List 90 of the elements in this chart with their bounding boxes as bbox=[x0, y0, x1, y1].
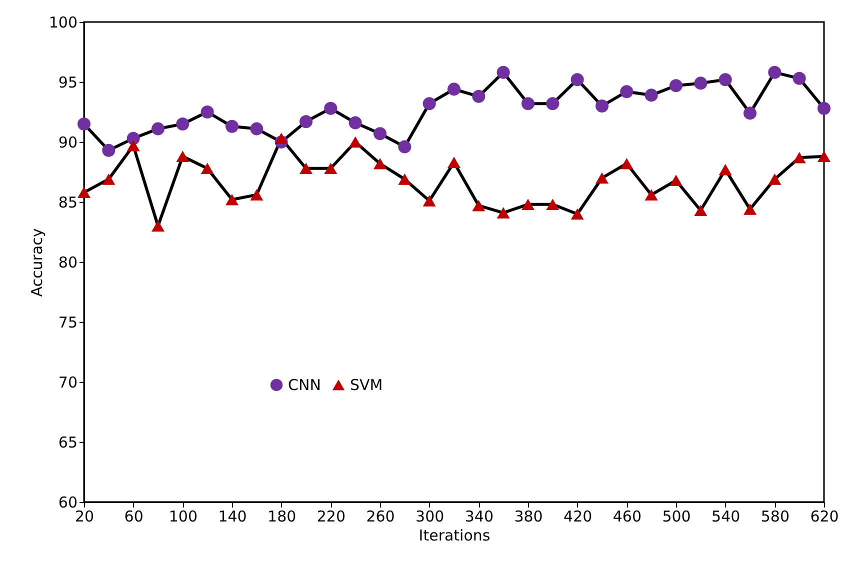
y-tick-label: 75 bbox=[58, 314, 78, 332]
point bbox=[620, 85, 634, 98]
point bbox=[694, 204, 708, 216]
x-tick-label: 180 bbox=[268, 508, 296, 526]
x-tick-label: 460 bbox=[612, 508, 642, 526]
x-axis-title: Iterations bbox=[418, 526, 490, 544]
point bbox=[792, 152, 806, 164]
x-tick-label: 500 bbox=[662, 508, 691, 526]
y-axis-title: Accuracy bbox=[28, 228, 46, 297]
point bbox=[151, 122, 165, 136]
point bbox=[225, 120, 239, 133]
y-tick-label: 95 bbox=[58, 74, 78, 92]
point bbox=[398, 174, 412, 185]
point bbox=[817, 150, 831, 162]
point bbox=[521, 198, 535, 210]
y-tick-label: 85 bbox=[58, 194, 78, 212]
point bbox=[743, 106, 757, 120]
point bbox=[644, 189, 658, 200]
point bbox=[718, 73, 732, 86]
x-tick-label: 380 bbox=[514, 508, 543, 526]
point bbox=[768, 174, 782, 185]
point bbox=[546, 97, 560, 110]
legend-label: SVM bbox=[350, 376, 383, 394]
point bbox=[176, 117, 190, 131]
y-tick-label: 80 bbox=[58, 254, 78, 272]
x-tick-label: 220 bbox=[316, 508, 346, 526]
point bbox=[77, 117, 91, 131]
point bbox=[521, 97, 535, 110]
point bbox=[250, 189, 264, 200]
point bbox=[743, 204, 757, 215]
y-tick-label: 60 bbox=[58, 494, 78, 512]
point bbox=[225, 194, 239, 206]
point bbox=[792, 72, 806, 85]
legend-label: CNN bbox=[288, 376, 321, 394]
x-tick-label: 20 bbox=[74, 508, 94, 526]
y-tick-label: 100 bbox=[48, 14, 78, 32]
x-tick-label: 100 bbox=[168, 508, 198, 526]
x-tick-label: 340 bbox=[464, 508, 494, 526]
point bbox=[77, 186, 91, 198]
point bbox=[373, 158, 387, 170]
point bbox=[496, 207, 510, 218]
point bbox=[422, 97, 436, 110]
point bbox=[299, 162, 313, 174]
point bbox=[472, 200, 486, 212]
point bbox=[250, 122, 264, 136]
point bbox=[472, 90, 486, 103]
point bbox=[644, 88, 658, 102]
point bbox=[422, 195, 436, 206]
point bbox=[447, 156, 461, 168]
y-tick-label: 70 bbox=[58, 374, 78, 392]
x-tick-label: 540 bbox=[712, 508, 740, 526]
y-tick-label: 65 bbox=[58, 434, 78, 452]
point bbox=[398, 140, 412, 154]
x-tick-label: 300 bbox=[416, 508, 444, 526]
y-tick-label: 90 bbox=[58, 134, 78, 152]
point bbox=[126, 140, 140, 152]
point bbox=[348, 116, 362, 130]
x-tick-label: 140 bbox=[218, 508, 247, 526]
x-tick-label: 420 bbox=[564, 508, 592, 526]
x-tick-label: 260 bbox=[366, 508, 395, 526]
point bbox=[102, 144, 116, 157]
point bbox=[669, 79, 683, 92]
point bbox=[348, 136, 362, 148]
point bbox=[200, 105, 214, 119]
point bbox=[718, 164, 732, 176]
point bbox=[447, 82, 461, 96]
point bbox=[102, 174, 116, 185]
point bbox=[694, 76, 708, 90]
point bbox=[768, 66, 782, 79]
point bbox=[496, 66, 510, 79]
point bbox=[324, 102, 338, 115]
point bbox=[817, 102, 831, 115]
point bbox=[373, 127, 387, 140]
point bbox=[570, 73, 584, 86]
x-tick-label: 580 bbox=[760, 508, 790, 526]
x-tick-label: 620 bbox=[810, 508, 839, 526]
point bbox=[176, 150, 190, 162]
point bbox=[595, 99, 609, 113]
point bbox=[126, 132, 140, 145]
point bbox=[570, 208, 584, 220]
point bbox=[546, 198, 560, 210]
point bbox=[274, 132, 288, 144]
point bbox=[200, 162, 214, 174]
point bbox=[669, 174, 683, 186]
point bbox=[595, 172, 609, 184]
point bbox=[151, 220, 165, 232]
x-tick-label: 60 bbox=[124, 508, 144, 526]
point bbox=[299, 115, 313, 128]
point bbox=[620, 158, 634, 170]
point bbox=[324, 162, 338, 174]
